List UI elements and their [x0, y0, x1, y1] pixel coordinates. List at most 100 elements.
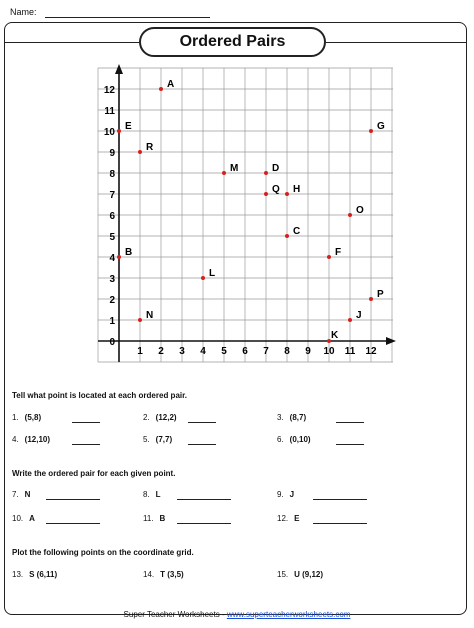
point-n: [138, 318, 142, 322]
footer-link[interactable]: www.superteacherworksheets.com: [226, 610, 351, 619]
answer-blank-5[interactable]: [188, 444, 216, 445]
question-11: 11. B: [143, 514, 166, 523]
x-tick-label: 10: [323, 346, 335, 357]
question-9: 9. J: [277, 490, 295, 499]
y-tick-label: 6: [109, 211, 115, 222]
point-label-d: D: [272, 163, 279, 174]
answer-blank-11[interactable]: [177, 523, 231, 524]
y-tick-label: 2: [109, 295, 115, 306]
title-rule-right: [326, 42, 467, 43]
question-5: 5. (7,7): [143, 435, 173, 444]
y-tick-label: 5: [109, 232, 115, 243]
y-tick-label: 9: [109, 148, 115, 159]
coordinate-grid[interactable]: 1 2 3 4 5 6 7 8 9 10 11 121234567891011120ABCDEFGHJ…: [0, 0, 474, 400]
x-tick-label: 5: [221, 346, 227, 357]
point-label-c: C: [293, 226, 300, 237]
answer-blank-6[interactable]: [336, 444, 364, 445]
name-field-line[interactable]: [45, 17, 210, 18]
point-q: [264, 192, 268, 196]
answer-blank-10[interactable]: [46, 523, 100, 524]
answer-blank-8[interactable]: [177, 499, 231, 500]
x-tick-label: 6: [242, 346, 248, 357]
name-label: Name:: [10, 7, 37, 17]
title-rule-left: [4, 42, 139, 43]
answer-blank-2[interactable]: [188, 422, 216, 423]
question-12: 12. E: [277, 514, 300, 523]
point-m: [222, 171, 226, 175]
footer-text: Super Teacher Worksheets -: [123, 610, 227, 619]
answer-blank-4[interactable]: [72, 444, 100, 445]
point-o: [348, 213, 352, 217]
y-tick-label: 10: [104, 127, 116, 138]
point-a: [159, 87, 163, 91]
question-1: 1. (5,8): [12, 413, 42, 422]
point-e: [117, 129, 121, 133]
x-tick-label: 4: [200, 346, 206, 357]
point-label-m: M: [230, 163, 238, 174]
answer-blank-9[interactable]: [313, 499, 367, 500]
y-tick-label: 11: [104, 106, 115, 117]
x-tick-label: 11: [345, 346, 356, 357]
point-label-q: Q: [272, 184, 280, 195]
footer: Super Teacher Worksheets - www.superteac…: [0, 610, 474, 619]
x-axis-arrow: [386, 337, 396, 345]
origin-label: 0: [109, 337, 115, 348]
section1-title: Tell what point is located at each order…: [12, 391, 188, 400]
point-b: [117, 255, 121, 259]
point-c: [285, 234, 289, 238]
point-label-o: O: [356, 205, 364, 216]
question-10: 10. A: [12, 514, 35, 523]
worksheet-border: [4, 22, 467, 615]
point-j: [348, 318, 352, 322]
point-label-l: L: [209, 268, 215, 279]
x-tick-label: 7: [263, 346, 269, 357]
x-tick-label: 12: [365, 346, 377, 357]
point-label-k: K: [331, 330, 339, 341]
y-tick-label: 12: [104, 85, 116, 96]
question-8: 8. L: [143, 490, 161, 499]
answer-blank-12[interactable]: [313, 523, 367, 524]
answer-blank-3[interactable]: [336, 422, 364, 423]
point-p: [369, 297, 373, 301]
point-label-f: F: [335, 247, 341, 258]
y-tick-label: 7: [109, 190, 115, 201]
y-tick-label: 4: [109, 253, 115, 264]
question-15: 15. U (9,12): [277, 570, 324, 579]
question-4: 4. (12,10): [12, 435, 51, 444]
point-label-e: E: [125, 121, 132, 132]
answer-blank-1[interactable]: [72, 422, 100, 423]
y-tick-label: 1: [109, 316, 115, 327]
question-7: 7. N: [12, 490, 31, 499]
point-d: [264, 171, 268, 175]
section3-title: Plot the following points on the coordin…: [12, 548, 194, 557]
x-tick-label: 8: [284, 346, 290, 357]
section2-title: Write the ordered pair for each given po…: [12, 469, 176, 478]
point-l: [201, 276, 205, 280]
y-tick-label: 8: [109, 169, 115, 180]
y-tick-label: 3: [109, 274, 115, 285]
point-label-r: R: [146, 142, 154, 153]
point-label-n: N: [146, 310, 153, 321]
question-6: 6. (0,10): [277, 435, 311, 444]
point-label-g: G: [377, 121, 385, 132]
point-r: [138, 150, 142, 154]
answer-blank-7[interactable]: [46, 499, 100, 500]
point-h: [285, 192, 289, 196]
x-tick-label: 1: [137, 346, 143, 357]
question-13: 13. S (6,11): [12, 570, 58, 579]
point-label-b: B: [125, 247, 132, 258]
point-f: [327, 255, 331, 259]
point-g: [369, 129, 373, 133]
question-2: 2. (12,2): [143, 413, 177, 422]
question-14: 14. T (3,5): [143, 570, 184, 579]
question-3: 3. (8,7): [277, 413, 307, 422]
x-tick-label: 3: [179, 346, 185, 357]
page-title: Ordered Pairs: [139, 27, 326, 57]
x-tick-label: 2: [158, 346, 164, 357]
point-k: [327, 339, 331, 343]
x-tick-label: 9: [305, 346, 311, 357]
point-label-j: J: [356, 310, 362, 321]
y-axis-arrow: [115, 64, 123, 74]
point-label-a: A: [167, 79, 174, 90]
point-label-p: P: [377, 289, 384, 300]
